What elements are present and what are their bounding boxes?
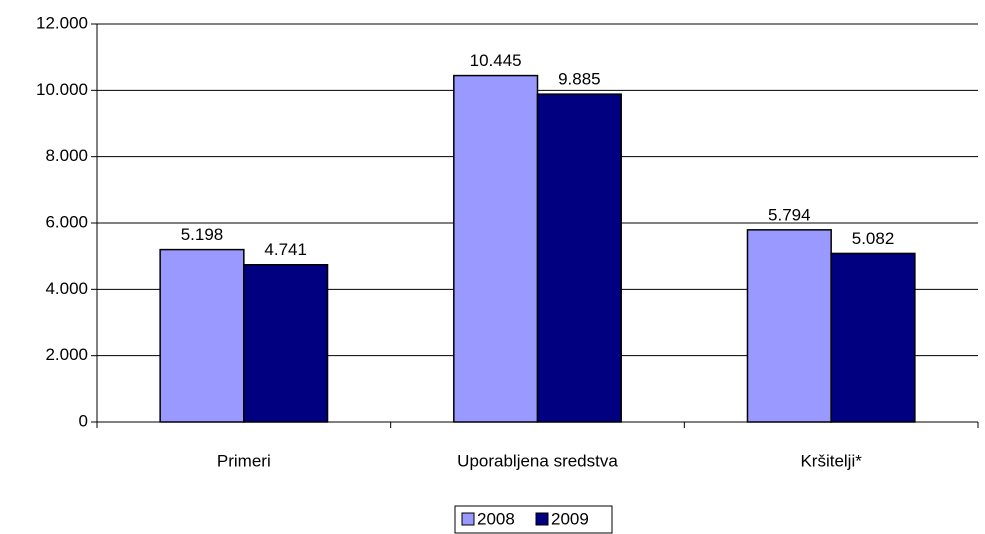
bar — [536, 93, 622, 423]
y-tick-label: 6.000 — [45, 212, 88, 231]
y-tick-label: 4.000 — [45, 279, 88, 298]
y-tick-label: 0 — [79, 411, 88, 430]
y-tick-label: 2.000 — [45, 345, 88, 364]
bar — [746, 229, 832, 423]
x-tick-label: Uporabljena sredstva — [457, 451, 618, 470]
x-tick-label: Primeri — [217, 451, 271, 470]
y-tick-label: 8.000 — [45, 146, 88, 165]
legend-box — [454, 505, 613, 534]
value-label: 5.082 — [852, 229, 895, 248]
y-tick-label: 12.000 — [36, 13, 88, 32]
legend-label: 2008 — [477, 509, 515, 528]
y-tick-label: 10.000 — [36, 80, 88, 99]
value-label: 10.445 — [470, 51, 522, 70]
bar — [453, 74, 539, 423]
bar — [159, 248, 245, 423]
legend-label: 2009 — [551, 509, 589, 528]
value-label: 5.794 — [768, 205, 811, 224]
value-label: 5.198 — [181, 225, 224, 244]
legend-swatch — [461, 512, 475, 526]
x-tick-label: Kršitelji* — [800, 451, 862, 470]
value-label: 9.885 — [558, 70, 601, 89]
bar — [830, 252, 916, 423]
bar — [243, 264, 329, 423]
legend-swatch — [535, 512, 549, 526]
value-label: 4.741 — [264, 240, 307, 259]
